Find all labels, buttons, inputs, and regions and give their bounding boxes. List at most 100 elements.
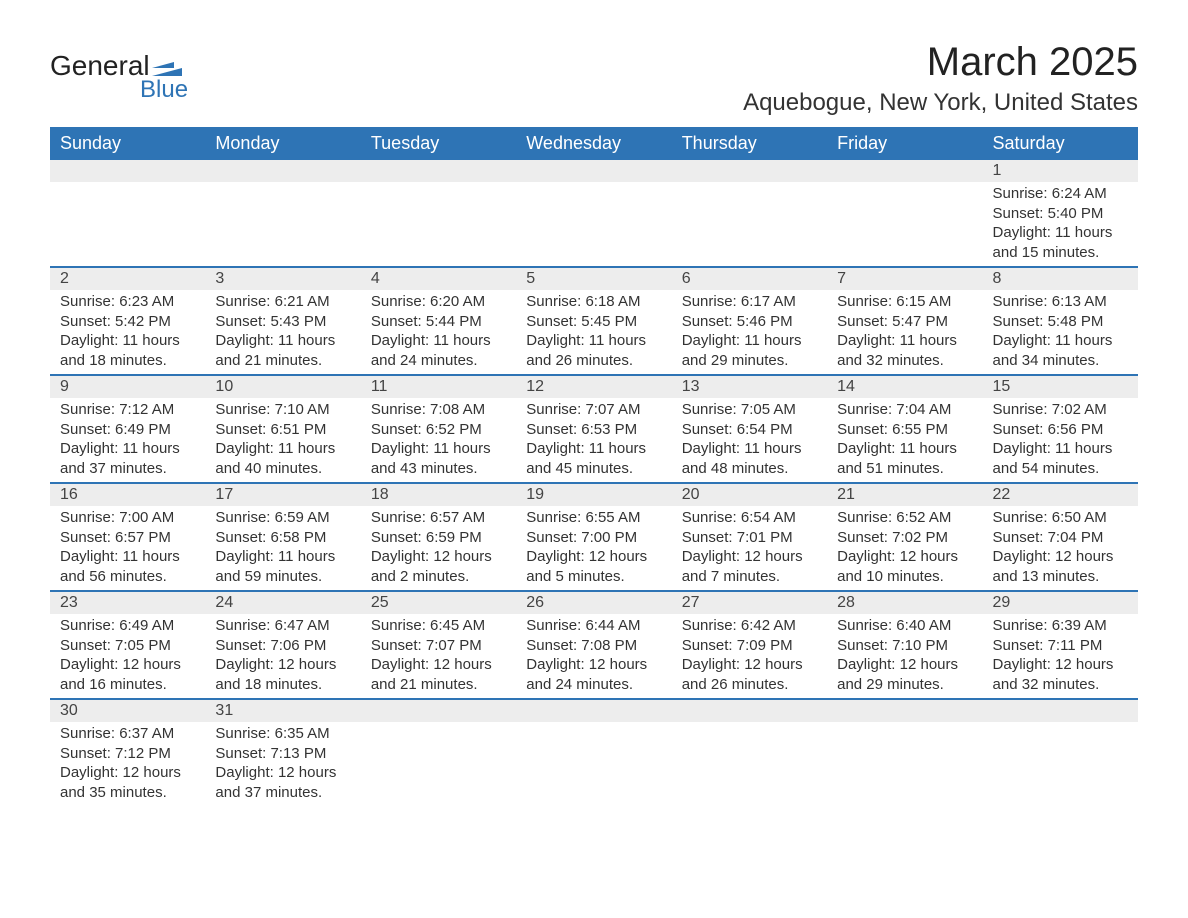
day-header: Wednesday — [516, 127, 671, 160]
daylight-text: Daylight: 11 hours and 48 minutes. — [682, 439, 817, 478]
calendar-cell: 25Sunrise: 6:45 AMSunset: 7:07 PMDayligh… — [361, 591, 516, 699]
day-data — [205, 182, 360, 262]
brand-logo: General Blue — [50, 40, 188, 104]
daylight-text: Daylight: 12 hours and 16 minutes. — [60, 655, 195, 694]
day-data: Sunrise: 6:37 AMSunset: 7:12 PMDaylight:… — [50, 722, 205, 806]
day-number: 26 — [516, 592, 671, 614]
day-number: 31 — [205, 700, 360, 722]
sunset-text: Sunset: 6:54 PM — [682, 420, 817, 440]
calendar-cell: 1Sunrise: 6:24 AMSunset: 5:40 PMDaylight… — [983, 160, 1138, 267]
month-title: March 2025 — [743, 40, 1138, 85]
day-data: Sunrise: 7:04 AMSunset: 6:55 PMDaylight:… — [827, 398, 982, 482]
sunrise-text: Sunrise: 6:21 AM — [215, 292, 350, 312]
calendar-cell: 13Sunrise: 7:05 AMSunset: 6:54 PMDayligh… — [672, 375, 827, 483]
daylight-text: Daylight: 11 hours and 21 minutes. — [215, 331, 350, 370]
calendar-cell: 14Sunrise: 7:04 AMSunset: 6:55 PMDayligh… — [827, 375, 982, 483]
sunset-text: Sunset: 6:56 PM — [993, 420, 1128, 440]
calendar-cell: 2Sunrise: 6:23 AMSunset: 5:42 PMDaylight… — [50, 267, 205, 375]
daylight-text: Daylight: 12 hours and 24 minutes. — [526, 655, 661, 694]
calendar-cell: 29Sunrise: 6:39 AMSunset: 7:11 PMDayligh… — [983, 591, 1138, 699]
day-header: Friday — [827, 127, 982, 160]
sunrise-text: Sunrise: 6:15 AM — [837, 292, 972, 312]
day-data: Sunrise: 6:15 AMSunset: 5:47 PMDaylight:… — [827, 290, 982, 374]
day-header: Thursday — [672, 127, 827, 160]
sunset-text: Sunset: 7:02 PM — [837, 528, 972, 548]
day-data: Sunrise: 6:47 AMSunset: 7:06 PMDaylight:… — [205, 614, 360, 698]
day-header: Tuesday — [361, 127, 516, 160]
calendar-week-row: 9Sunrise: 7:12 AMSunset: 6:49 PMDaylight… — [50, 375, 1138, 483]
day-number: 23 — [50, 592, 205, 614]
calendar-cell: 5Sunrise: 6:18 AMSunset: 5:45 PMDaylight… — [516, 267, 671, 375]
calendar-week-row: 30Sunrise: 6:37 AMSunset: 7:12 PMDayligh… — [50, 699, 1138, 806]
day-number: 18 — [361, 484, 516, 506]
daylight-text: Daylight: 11 hours and 37 minutes. — [60, 439, 195, 478]
calendar-week-row: 23Sunrise: 6:49 AMSunset: 7:05 PMDayligh… — [50, 591, 1138, 699]
sunrise-text: Sunrise: 7:08 AM — [371, 400, 506, 420]
day-data: Sunrise: 6:23 AMSunset: 5:42 PMDaylight:… — [50, 290, 205, 374]
calendar-cell: 8Sunrise: 6:13 AMSunset: 5:48 PMDaylight… — [983, 267, 1138, 375]
daylight-text: Daylight: 11 hours and 40 minutes. — [215, 439, 350, 478]
sunset-text: Sunset: 7:05 PM — [60, 636, 195, 656]
sunrise-text: Sunrise: 6:24 AM — [993, 184, 1128, 204]
calendar-cell: 3Sunrise: 6:21 AMSunset: 5:43 PMDaylight… — [205, 267, 360, 375]
sunrise-text: Sunrise: 6:55 AM — [526, 508, 661, 528]
day-number — [361, 700, 516, 722]
calendar-cell: 22Sunrise: 6:50 AMSunset: 7:04 PMDayligh… — [983, 483, 1138, 591]
day-header: Sunday — [50, 127, 205, 160]
day-data — [361, 722, 516, 802]
daylight-text: Daylight: 12 hours and 32 minutes. — [993, 655, 1128, 694]
day-number: 7 — [827, 268, 982, 290]
sunset-text: Sunset: 7:00 PM — [526, 528, 661, 548]
calendar-cell — [827, 160, 982, 267]
day-number: 20 — [672, 484, 827, 506]
sunset-text: Sunset: 6:51 PM — [215, 420, 350, 440]
header: General Blue March 2025 Aquebogue, New Y… — [50, 40, 1138, 117]
day-number: 29 — [983, 592, 1138, 614]
day-data — [516, 182, 671, 262]
day-number: 16 — [50, 484, 205, 506]
calendar-week-row: 16Sunrise: 7:00 AMSunset: 6:57 PMDayligh… — [50, 483, 1138, 591]
sunset-text: Sunset: 5:48 PM — [993, 312, 1128, 332]
daylight-text: Daylight: 12 hours and 10 minutes. — [837, 547, 972, 586]
calendar-cell: 31Sunrise: 6:35 AMSunset: 7:13 PMDayligh… — [205, 699, 360, 806]
day-data: Sunrise: 6:20 AMSunset: 5:44 PMDaylight:… — [361, 290, 516, 374]
calendar-cell — [516, 699, 671, 806]
day-data — [50, 182, 205, 262]
daylight-text: Daylight: 11 hours and 59 minutes. — [215, 547, 350, 586]
daylight-text: Daylight: 11 hours and 43 minutes. — [371, 439, 506, 478]
sunrise-text: Sunrise: 7:04 AM — [837, 400, 972, 420]
day-data — [361, 182, 516, 262]
day-number: 15 — [983, 376, 1138, 398]
sunrise-text: Sunrise: 6:59 AM — [215, 508, 350, 528]
day-data: Sunrise: 6:35 AMSunset: 7:13 PMDaylight:… — [205, 722, 360, 806]
sunset-text: Sunset: 7:04 PM — [993, 528, 1128, 548]
calendar-cell — [205, 160, 360, 267]
sunrise-text: Sunrise: 7:07 AM — [526, 400, 661, 420]
sunset-text: Sunset: 6:53 PM — [526, 420, 661, 440]
day-data: Sunrise: 7:12 AMSunset: 6:49 PMDaylight:… — [50, 398, 205, 482]
day-number — [361, 160, 516, 182]
day-number: 24 — [205, 592, 360, 614]
day-number: 22 — [983, 484, 1138, 506]
sunset-text: Sunset: 5:40 PM — [993, 204, 1128, 224]
day-number: 6 — [672, 268, 827, 290]
day-data: Sunrise: 6:17 AMSunset: 5:46 PMDaylight:… — [672, 290, 827, 374]
calendar-cell: 15Sunrise: 7:02 AMSunset: 6:56 PMDayligh… — [983, 375, 1138, 483]
sunset-text: Sunset: 5:44 PM — [371, 312, 506, 332]
calendar-cell: 20Sunrise: 6:54 AMSunset: 7:01 PMDayligh… — [672, 483, 827, 591]
sunrise-text: Sunrise: 6:47 AM — [215, 616, 350, 636]
day-data: Sunrise: 6:49 AMSunset: 7:05 PMDaylight:… — [50, 614, 205, 698]
calendar-cell — [50, 160, 205, 267]
day-number: 4 — [361, 268, 516, 290]
day-number: 12 — [516, 376, 671, 398]
sunrise-text: Sunrise: 6:18 AM — [526, 292, 661, 312]
daylight-text: Daylight: 11 hours and 24 minutes. — [371, 331, 506, 370]
sunrise-text: Sunrise: 7:12 AM — [60, 400, 195, 420]
day-data: Sunrise: 7:10 AMSunset: 6:51 PMDaylight:… — [205, 398, 360, 482]
location-subtitle: Aquebogue, New York, United States — [743, 89, 1138, 117]
sunset-text: Sunset: 7:07 PM — [371, 636, 506, 656]
day-data — [983, 722, 1138, 802]
sunset-text: Sunset: 6:55 PM — [837, 420, 972, 440]
logo-flag-icon — [152, 56, 182, 76]
sunset-text: Sunset: 7:11 PM — [993, 636, 1128, 656]
